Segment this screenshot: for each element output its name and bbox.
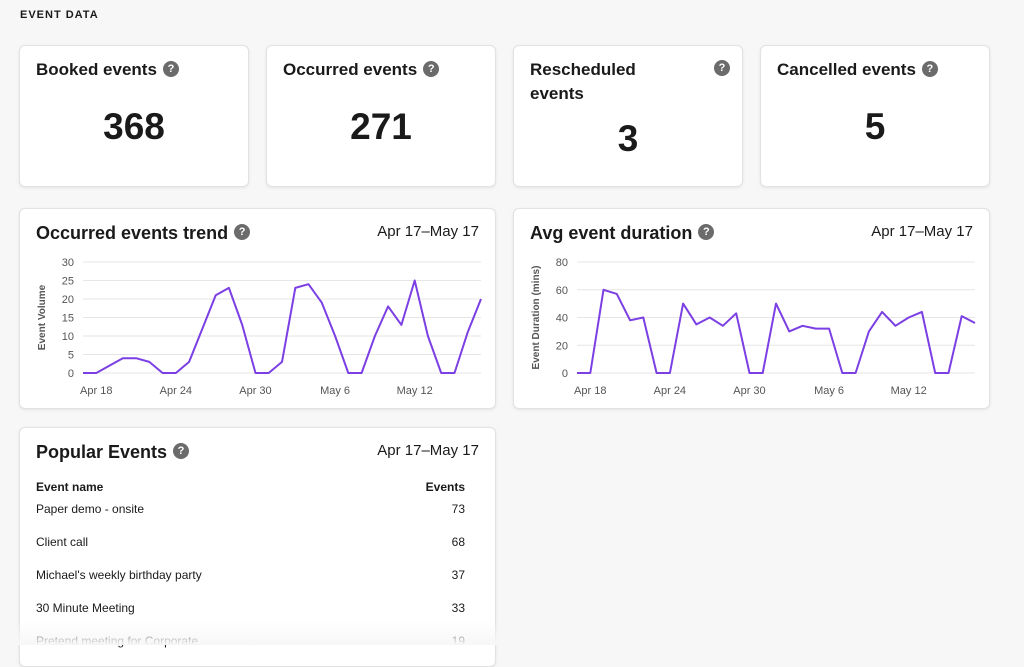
event-count: 73 — [451, 502, 465, 516]
occurred-trend-chart: 0 5 10 15 20 25 30 Apr 18 Apr 24 Apr 30 May 6 May 1… — [37, 257, 482, 397]
y-tick-label: 10 — [62, 331, 74, 343]
avg-duration-chart: 0 20 40 60 80 Apr 18 Apr 24 Apr 30 May 6 May 12 Ev… — [531, 257, 976, 397]
stat-value-occurred: 271 — [350, 106, 412, 147]
y-tick-label: 20 — [62, 294, 74, 306]
stat-title-cancelled: Cancelled events — [777, 60, 916, 79]
table-row[interactable]: 30 Minute Meeting 33 — [36, 601, 465, 621]
bottom-fade — [0, 621, 1024, 645]
y-tick-label: 5 — [68, 350, 74, 362]
popular-events-title: Popular Events — [36, 442, 168, 462]
x-tick-label: May 6 — [814, 385, 844, 397]
event-name: Client call — [36, 535, 89, 549]
col-header-events[interactable]: Events — [425, 480, 465, 494]
section-label: EVENT DATA — [20, 9, 99, 21]
y-tick-label: 0 — [68, 368, 74, 380]
table-row[interactable]: Client call 68 — [36, 535, 465, 555]
y-tick-label: 15 — [62, 313, 74, 325]
help-icon[interactable]: ? — [698, 224, 715, 241]
table-row[interactable]: Paper demo - onsite 73 — [36, 502, 465, 522]
trend-chart-title: Occurred events trend — [36, 223, 229, 243]
y-tick-label: 0 — [562, 368, 568, 380]
x-tick-label: Apr 24 — [654, 385, 686, 397]
stat-title-rescheduled-line2: events — [530, 84, 584, 103]
y-tick-label: 60 — [556, 285, 568, 297]
series-line — [577, 288, 976, 374]
y-tick-label: 30 — [62, 257, 74, 269]
help-icon[interactable]: ? — [162, 60, 179, 77]
stat-card-booked: Booked events? 368 — [19, 45, 249, 187]
popular-date-range[interactable]: Apr 17–May 17 — [377, 442, 479, 459]
stat-card-cancelled: Cancelled events? 5 — [760, 45, 990, 187]
stat-title-rescheduled-line1: Rescheduled — [530, 60, 636, 79]
stat-value-booked: 368 — [103, 106, 165, 147]
x-tick-label: Apr 30 — [239, 385, 271, 397]
table-row[interactable]: Michael's weekly birthday party 37 — [36, 568, 465, 588]
y-tick-label: 80 — [556, 257, 568, 269]
stat-title-booked: Booked events — [36, 60, 157, 79]
stat-card-rescheduled: Rescheduled events ? 3 — [513, 45, 743, 187]
y-tick-label: 25 — [62, 276, 74, 288]
x-tick-label: Apr 30 — [733, 385, 765, 397]
duration-chart-title: Avg event duration — [530, 223, 693, 243]
y-tick-label: 20 — [556, 340, 568, 352]
x-tick-label: May 6 — [320, 385, 350, 397]
avg-duration-card: Avg event duration? Apr 17–May 17 0 20 40 6… — [513, 208, 990, 409]
y-tick-label: 40 — [556, 313, 568, 325]
x-tick-label: Apr 18 — [80, 385, 112, 397]
y-axis-label: Event Volume — [37, 284, 48, 350]
stat-value-rescheduled: 3 — [617, 118, 639, 159]
event-name: Michael's weekly birthday party — [36, 568, 202, 582]
series-line — [83, 279, 482, 374]
event-name: Paper demo - onsite — [36, 502, 145, 516]
event-count: 37 — [451, 568, 465, 582]
occurred-trend-card: Occurred events trend? Apr 17–May 17 0 5 1… — [19, 208, 496, 409]
stat-value-cancelled: 5 — [864, 106, 886, 147]
trend-date-range[interactable]: Apr 17–May 17 — [377, 223, 479, 240]
x-tick-label: May 12 — [891, 385, 927, 397]
help-icon[interactable]: ? — [173, 443, 190, 460]
help-icon[interactable]: ? — [921, 60, 938, 77]
y-axis-label: Event Duration (mins) — [531, 266, 542, 370]
event-count: 68 — [451, 535, 465, 549]
stat-title-occurred: Occurred events — [283, 60, 418, 79]
help-icon[interactable]: ? — [423, 60, 440, 77]
stat-card-occurred: Occurred events? 271 — [266, 45, 496, 187]
x-tick-label: May 12 — [397, 385, 433, 397]
event-name: 30 Minute Meeting — [36, 601, 135, 615]
col-header-event-name[interactable]: Event name — [36, 480, 104, 494]
help-icon[interactable]: ? — [714, 60, 730, 76]
event-count: 33 — [451, 601, 465, 615]
x-tick-label: Apr 24 — [160, 385, 192, 397]
duration-date-range[interactable]: Apr 17–May 17 — [871, 223, 973, 240]
help-icon[interactable]: ? — [234, 224, 251, 241]
x-tick-label: Apr 18 — [574, 385, 606, 397]
